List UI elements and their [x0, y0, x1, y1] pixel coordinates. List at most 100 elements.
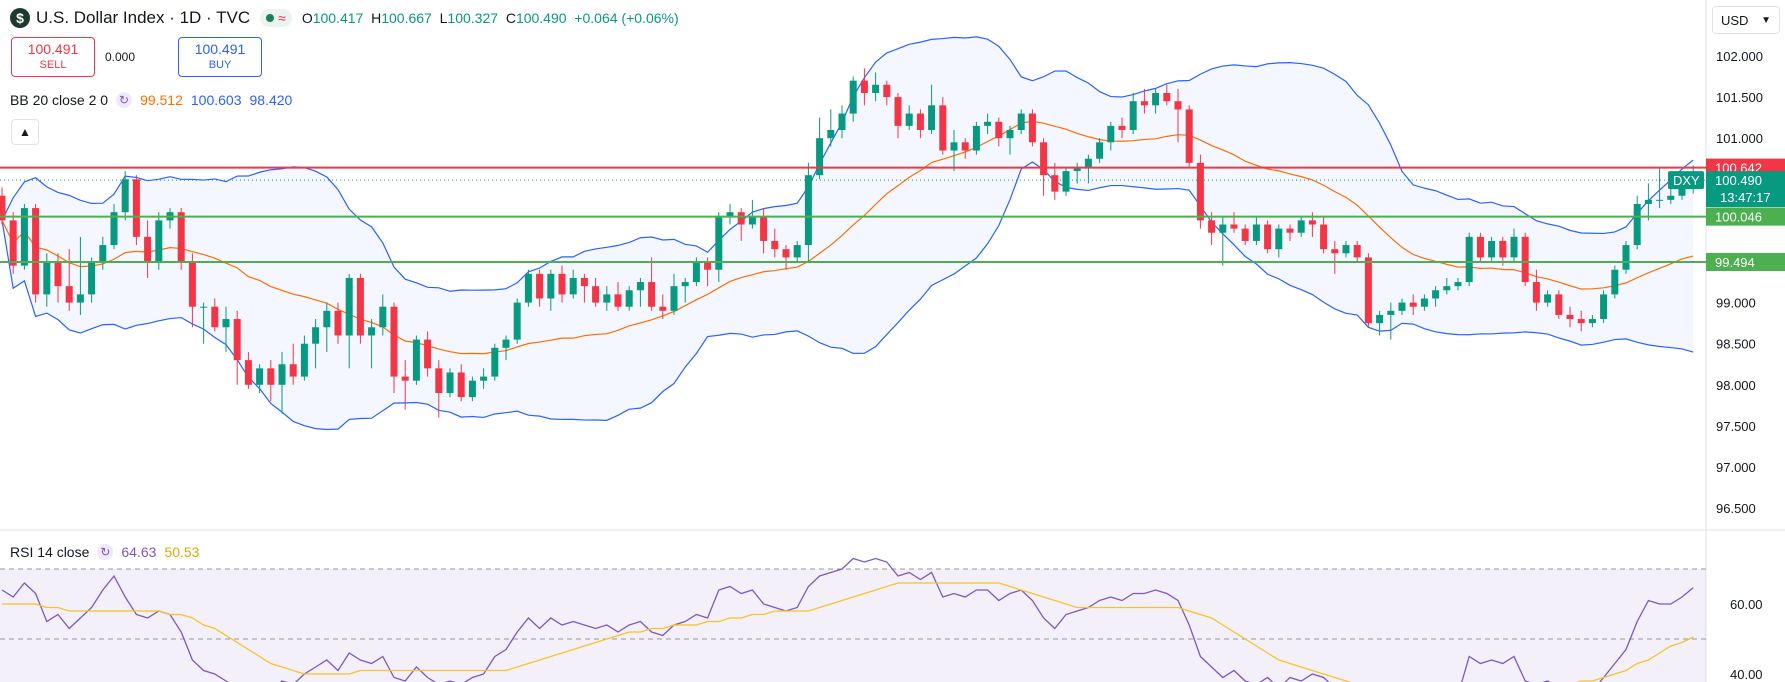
candle-body [1465, 236, 1473, 283]
candle-body [233, 319, 241, 361]
candle-body [312, 327, 320, 344]
candle-body [1364, 257, 1372, 324]
rsi-band-fill [0, 569, 1706, 682]
price-tick-label: 98.500 [1716, 337, 1756, 352]
candle-body [1432, 290, 1440, 299]
chevron-up-icon: ▲ [19, 125, 31, 139]
candle-body [1174, 101, 1182, 110]
candle-body [1331, 249, 1339, 254]
hline-label-bg [1706, 207, 1785, 226]
price-tick-label: 96.500 [1716, 501, 1756, 516]
candle-body [547, 273, 555, 299]
buy-button[interactable]: 100.491 BUY [178, 37, 262, 77]
candle-body [334, 310, 342, 336]
candle-body [1084, 158, 1092, 167]
price-tick-label: 101.000 [1716, 131, 1763, 146]
candle-body [1398, 302, 1406, 311]
rsi-legend[interactable]: RSI 14 close ↻ 64.63 50.53 [10, 543, 199, 561]
bb-lower-line [1, 161, 1694, 431]
candle-body [1342, 245, 1350, 254]
candle-body [1028, 113, 1036, 143]
candle-body [737, 212, 745, 225]
wave-icon: ≈ [278, 10, 286, 26]
candle-body [760, 216, 768, 241]
symbol-tag-bg [1668, 171, 1704, 190]
price-tick-label: 101.500 [1716, 90, 1763, 105]
candle-body [905, 113, 913, 126]
candle-body [771, 240, 779, 250]
symbol-header: $ U.S. Dollar Index · 1D · TVC ≈ O100.41… [10, 7, 679, 29]
rsi-value: 64.63 [121, 544, 157, 560]
bb-basis-value: 99.512 [140, 92, 183, 108]
candle-body [1107, 125, 1115, 143]
sell-price: 100.491 [27, 41, 79, 57]
symbol-title[interactable]: U.S. Dollar Index · 1D · TVC [36, 8, 251, 27]
candle-body [1622, 245, 1630, 270]
currency-label: USD [1721, 12, 1749, 28]
last-price-label: 100.490 [1715, 173, 1762, 188]
candle-body [1129, 101, 1137, 130]
candle-body [144, 236, 152, 262]
candle-body [132, 179, 140, 237]
rsi-refresh-icon[interactable]: ↻ [97, 544, 114, 560]
spread-value: 0.000 [105, 50, 136, 64]
candle-body [1387, 310, 1395, 315]
sell-label: SELL [39, 59, 67, 71]
candle-body [289, 364, 297, 377]
candle-body [1185, 109, 1193, 163]
candle-body [43, 261, 51, 295]
candle-body [1376, 314, 1384, 324]
candle-body [872, 84, 880, 93]
candle-body [211, 306, 219, 328]
candle-body [1230, 224, 1238, 229]
candle-body [838, 113, 846, 130]
candle-body [20, 208, 28, 266]
candle-body [1544, 294, 1552, 303]
candle-body [1454, 282, 1462, 287]
bb-legend[interactable]: BB 20 close 2 0 ↻ 99.512 100.603 98.420 [10, 91, 292, 109]
price-tick-label: 98.000 [1716, 378, 1756, 393]
candle-body [860, 80, 868, 93]
last-price-label-bg [1706, 171, 1785, 208]
candle-body [1577, 319, 1585, 324]
candle-body [356, 277, 364, 336]
candle-body [569, 277, 577, 295]
candle-body [715, 216, 723, 270]
candle-body [804, 175, 812, 246]
candle-body [793, 245, 801, 258]
candle-body [1353, 245, 1361, 258]
candle-body [1633, 203, 1641, 246]
candle-body [1152, 92, 1160, 106]
candle-body [1656, 199, 1664, 201]
candle-body [1510, 236, 1518, 258]
currency-select[interactable]: USD ▼ [1712, 6, 1780, 34]
candle-body [580, 277, 588, 287]
candle-body [88, 261, 96, 295]
candle-body [435, 368, 443, 394]
chevron-down-icon: ▼ [1761, 14, 1771, 26]
candle-body [99, 245, 107, 262]
refresh-icon[interactable]: ↻ [116, 92, 133, 108]
market-status[interactable]: ≈ [260, 9, 292, 27]
candle-body [200, 306, 208, 308]
price-tick-label: 99.000 [1716, 296, 1756, 311]
bb-upper-value: 100.603 [190, 92, 242, 108]
collapse-legend-button[interactable]: ▲ [11, 119, 39, 145]
candle-body [390, 306, 398, 377]
candle-body [0, 195, 6, 221]
candle-body [121, 179, 129, 213]
candle-body [603, 294, 611, 303]
candle-body [1286, 228, 1294, 233]
candle-body [916, 113, 924, 130]
candle-body [1644, 199, 1652, 204]
candle-body [1499, 240, 1507, 258]
sell-button[interactable]: 100.491 SELL [11, 37, 95, 77]
candle-body [883, 84, 891, 98]
ohlc-readout: O100.417 H100.667 L100.327 C100.490 +0.0… [301, 10, 679, 26]
rsi-tick-label: 60.00 [1730, 597, 1763, 612]
candle-body [1600, 294, 1608, 320]
candle-body [480, 376, 488, 381]
candle-body [648, 282, 656, 307]
candle-body [1196, 162, 1204, 221]
